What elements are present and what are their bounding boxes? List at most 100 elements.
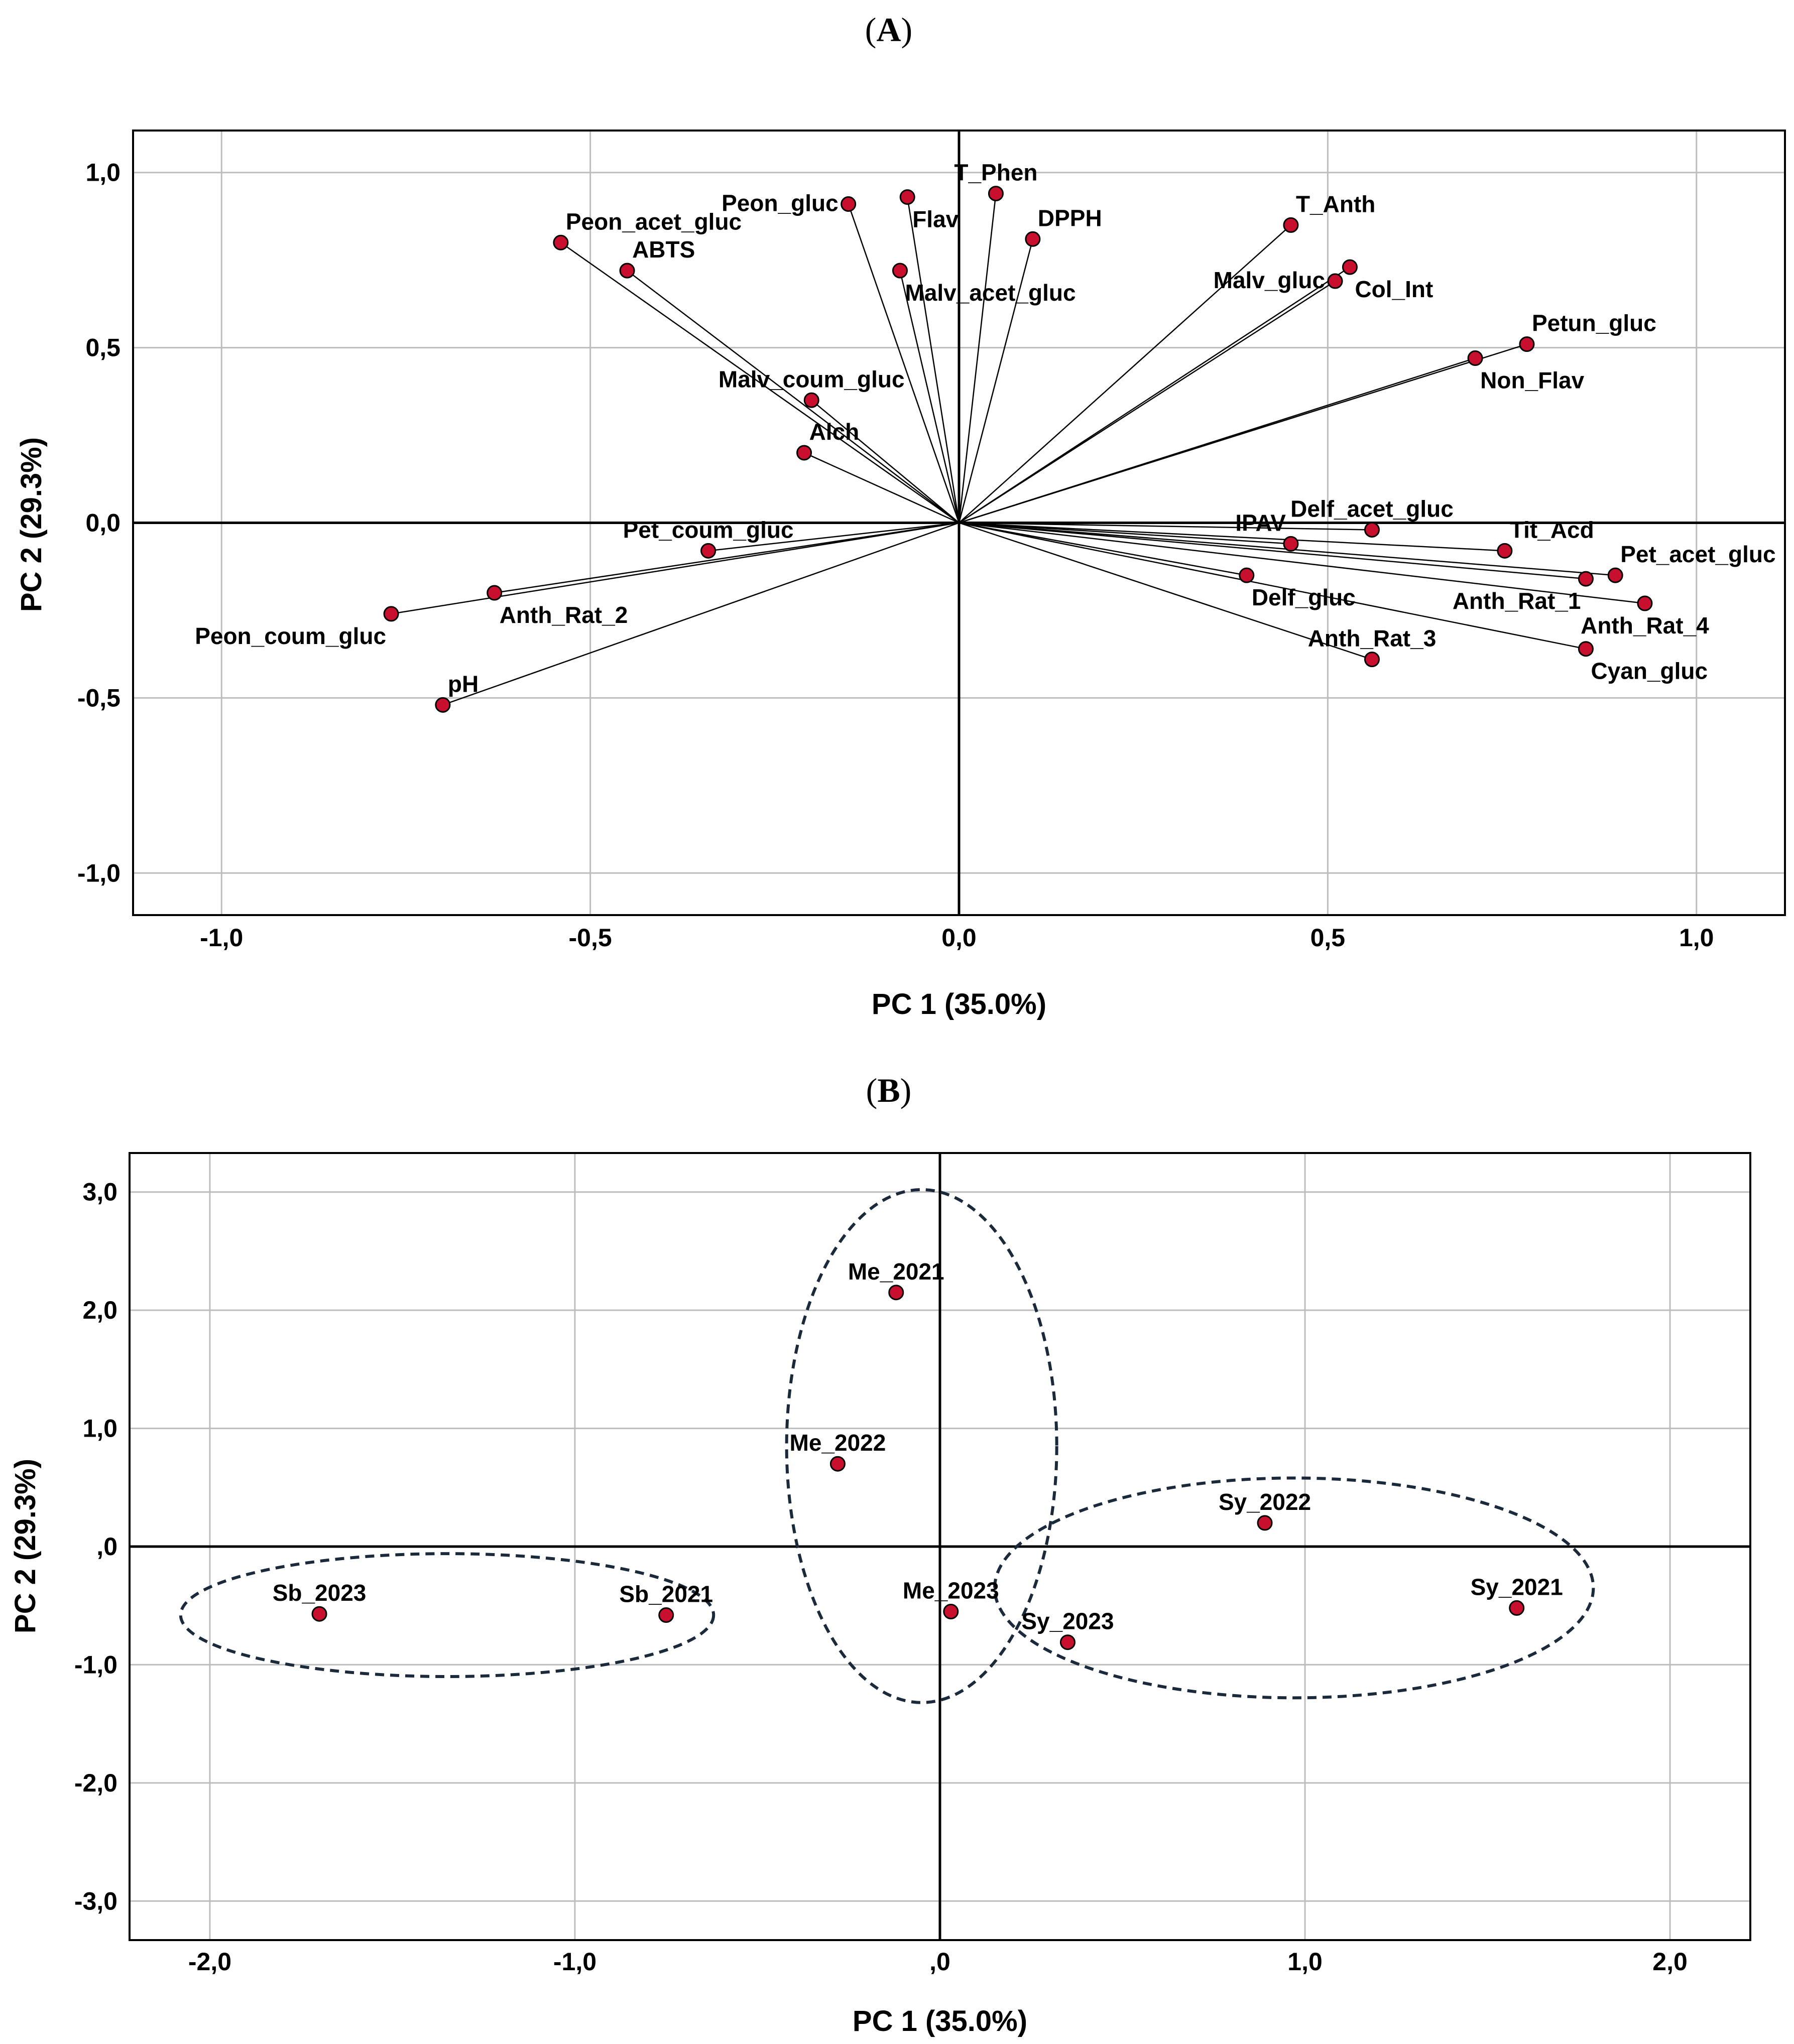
- panel-a-vector-ipav: [959, 522, 1291, 545]
- panel-a-point-label-malv-acet-gluc: Malv_acet_gluc: [905, 280, 1076, 306]
- panel-b-x-tick-label: ,0: [929, 1948, 950, 1976]
- panel-b-point-label-me-2021: Me_2021: [848, 1258, 944, 1285]
- panel-b-scores: Me_2021 Me_2022 Me_2023 Sy_2022 Sy_2021 Sy_20…: [273, 1258, 1563, 1650]
- panel-a-point-label-anth-rat-3: Anth_Rat_3: [1308, 625, 1437, 652]
- panel-b-x-tick-label: -2,0: [188, 1948, 231, 1976]
- panel-a-x-tick-label: 1,0: [1679, 924, 1714, 952]
- panel-b-ticks: -2,0 -1,0 ,0 1,0 2,0 3,0 2,0 1,0 ,0 -1,0 -2,0 -3,0: [74, 1178, 1688, 1976]
- panel-b-point-label-sy-2022: Sy_2022: [1219, 1489, 1311, 1515]
- panel-b-point-label-sy-2023: Sy_2023: [1021, 1608, 1114, 1634]
- panel-a-point-label-pet-acet-gluc: Pet_acet_gluc: [1620, 541, 1775, 567]
- panel-b-x-tick-label: -1,0: [553, 1948, 596, 1976]
- panel-a-point-non-flav: [1467, 350, 1483, 366]
- panel-a-x-tick-label: 0,0: [941, 924, 977, 952]
- panel-b-point-label-sy-2021: Sy_2021: [1471, 1574, 1563, 1600]
- panel-a-point-label-delf-acet-gluc: Delf_acet_gluc: [1290, 495, 1454, 522]
- panel-a-label: (A): [865, 11, 912, 49]
- panel-a-y-tick-label: 1,0: [85, 159, 121, 187]
- panel-a-vector-dpph: [958, 238, 1034, 523]
- panel-a-x-axis-title: PC 1 (35.0%): [872, 988, 1046, 1020]
- panel-a-point-label-abts: ABTS: [632, 236, 695, 263]
- panel-b-label: (B): [866, 1071, 912, 1109]
- panel-a-x-tick-label: -1,0: [200, 924, 243, 952]
- panel-b-y-tick-label: 1,0: [82, 1415, 117, 1443]
- panel-b-point-sb-2021: [658, 1607, 674, 1623]
- panel-a-x-tick-label: 0,5: [1310, 924, 1346, 952]
- panel-b-x-tick-label: 1,0: [1287, 1948, 1323, 1976]
- panel-b-plot-frame: [129, 1152, 1751, 1941]
- panel-b-y-tick-label: -3,0: [74, 1887, 117, 1915]
- panel-b: (B) -2,0 -1,0,0 1,0 2,03,02,01,0,0-1,0-2,0-…: [9, 1071, 1751, 2037]
- panel-a-vector-peon-gluc: [848, 204, 960, 523]
- panel-a-vector-delf-gluc: [959, 522, 1247, 576]
- panel-a-vector-ph: [442, 522, 960, 706]
- panel-a-point-peon-acet-gluc: [553, 234, 569, 250]
- panel-a-vector-malv-coum-gluc: [811, 400, 960, 524]
- panel-b-letter: B: [877, 1071, 900, 1109]
- panel-a-point-dpph: [1025, 231, 1041, 247]
- panel-a-point-t-phen: [988, 186, 1004, 202]
- panel-b-y-tick-label: 2,0: [82, 1296, 117, 1324]
- panel-a-point-malv-gluc: [1327, 273, 1343, 289]
- panel-a-point-petun-gluc: [1519, 336, 1535, 352]
- panel-a-vector-anth-rat-4: [959, 522, 1645, 604]
- panel-b-group-ellipses: [179, 1188, 1595, 1704]
- panel-b-y-tick-label: -1,0: [74, 1650, 117, 1679]
- panel-a-y-axis-title: PC 2 (29.3%): [15, 437, 48, 612]
- panel-a-point-peon-gluc: [841, 196, 857, 212]
- panel-a-plot-frame: [132, 130, 1786, 916]
- panel-a-vector-t-anth: [959, 224, 1291, 524]
- panel-b-y-tick-label: ,0: [96, 1532, 117, 1561]
- panel-a-point-peon-coum-gluc: [383, 606, 399, 622]
- panel-a-vector-anth-rat-2: [494, 522, 960, 594]
- panel-a-point-label-t-anth: T_Anth: [1296, 191, 1375, 217]
- panel-b-point-sb-2023: [311, 1606, 327, 1622]
- panel-a-point-anth-rat-2: [487, 585, 503, 601]
- panel-a-point-alch: [796, 445, 812, 461]
- panel-a-point-label-col-int: Col_Int: [1355, 276, 1433, 302]
- panel-b-point-label-sb-2023: Sb_2023: [273, 1580, 367, 1606]
- panel-a-point-label-peon-coum-gluc: Peon_coum_gluc: [195, 623, 386, 649]
- panel-a-y-tick-label: -1,0: [77, 859, 121, 887]
- panel-b-point-me-2023: [943, 1603, 959, 1619]
- panel-a-point-label-pet-coum-gluc: Pet_coum_gluc: [623, 517, 794, 543]
- panel-a-vector-tit-acd: [959, 522, 1505, 552]
- panel-b-point-label-me-2022: Me_2022: [790, 1430, 886, 1456]
- panel-b-x-axis-title: PC 1 (35.0%): [853, 2005, 1027, 2037]
- panel-a-point-delf-gluc: [1239, 567, 1255, 583]
- panel-b-point-me-2022: [829, 1456, 846, 1472]
- panel-a-point-anth-rat-4: [1637, 595, 1653, 611]
- panel-a-point-label-malv-coum-gluc: Malv_coum_gluc: [719, 366, 905, 392]
- panel-a-vector-abts: [627, 270, 960, 524]
- panel-a-point-label-t-phen: T_Phen: [954, 160, 1037, 186]
- panel-a-vector-non-flav: [959, 357, 1476, 524]
- panel-a-y-tick-label: -0,5: [77, 684, 121, 712]
- panel-a-loadings: T_Phen Flav Peon_gluc DPPH Peon_acet_glucABT…: [195, 160, 1776, 713]
- panel-a-point-malv-coum-gluc: [803, 392, 819, 408]
- panel-a-point-anth-rat-3: [1364, 652, 1380, 668]
- panel-b-point-me-2021: [888, 1285, 904, 1301]
- panel-a-vector-col-int: [959, 267, 1351, 524]
- panel-a-point-label-flav: Flav: [912, 206, 959, 232]
- panel-a-point-pet-coum-gluc: [700, 543, 716, 559]
- panel-a-y-tick-label: 0,0: [85, 509, 121, 537]
- panel-b-y-tick-label: 3,0: [82, 1178, 117, 1206]
- panel-a-point-label-dpph: DPPH: [1038, 205, 1102, 231]
- panel-b-zero-lines: [130, 1153, 1750, 1940]
- panel-b-point-sy-2022: [1257, 1515, 1273, 1531]
- panel-a-vector-alch: [804, 452, 960, 524]
- panel-a-vector-cyan-gluc: [959, 522, 1586, 650]
- panel-b-point-label-sb-2021: Sb_2021: [619, 1581, 713, 1607]
- panel-a-point-pet-acet-gluc: [1607, 567, 1623, 583]
- panel-a-point-label-anth-rat-2: Anth_Rat_2: [500, 602, 628, 628]
- panel-a-vector-anth-rat-1: [959, 522, 1586, 580]
- panel-a-point-anth-rat-1: [1578, 571, 1594, 587]
- panel-a-vector-peon-acet-gluc: [560, 242, 960, 524]
- panel-a-point-col-int: [1342, 259, 1358, 275]
- panel-a-x-tick-label: -0,5: [569, 924, 612, 952]
- panel-a-letter: A: [876, 11, 901, 49]
- panel-a-y-tick-label: 0,5: [85, 334, 121, 362]
- panel-b-y-axis-title: PC 2 (29.3%): [9, 1459, 42, 1633]
- panel-a-point-label-peon-gluc: Peon_gluc: [722, 190, 839, 216]
